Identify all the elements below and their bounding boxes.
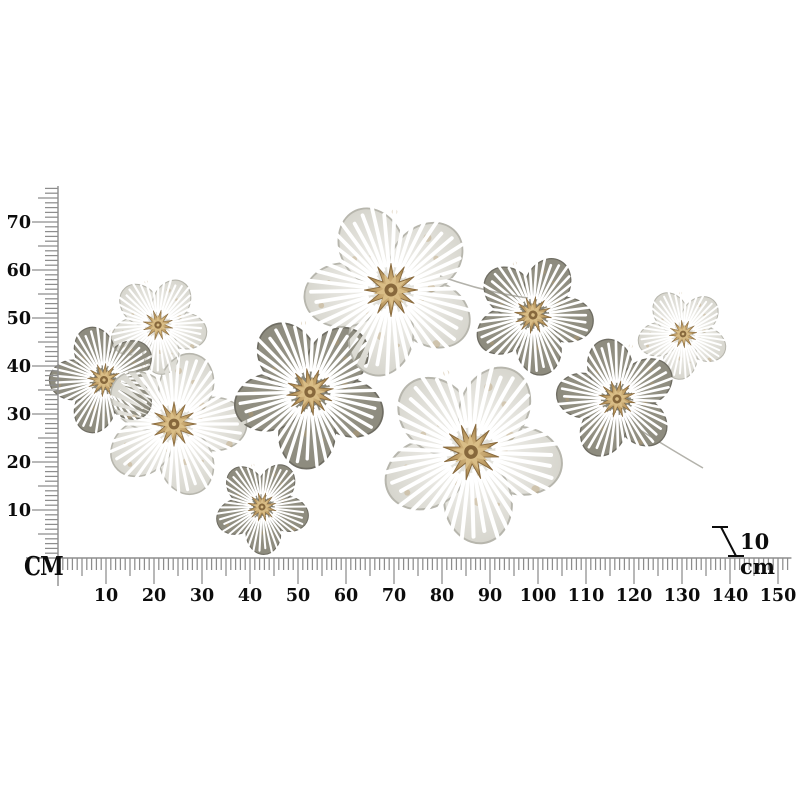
flower-white-top-center-large [303,207,471,377]
vertical-ruler-label: 50 [7,309,31,329]
horizontal-ruler-label: 50 [286,586,310,606]
flower-white-left-large [110,352,248,496]
vertical-ruler-label: 30 [7,405,31,425]
flower-gold-center [142,309,174,341]
flower-grey-center [234,320,384,470]
flower-gold-center [87,363,121,397]
flower-gold-center [286,368,334,416]
scale-indicator-mark [712,526,744,557]
horizontal-ruler-label: 80 [430,586,454,606]
flower-petals [303,207,471,377]
horizontal-ruler-label: 90 [478,586,502,606]
vertical-ruler-label: 60 [7,261,31,281]
rulers: 10 20 30 40 50 60 70 10 20 30 40 50 60 70 80 90 100 110 12… [7,186,797,606]
flower-gold-center [363,262,419,318]
horizontal-ruler-label: 130 [664,586,701,606]
flower-petals [476,258,594,376]
flower-white-far-right [637,291,727,380]
flower-white-top-left [110,279,208,375]
horizontal-ruler-label: 150 [760,586,797,606]
horizontal-ruler-label: 60 [334,586,358,606]
vertical-ruler-label: 70 [7,213,31,233]
flower-grey-bottom-small [216,463,309,555]
vertical-ruler-label: 20 [7,453,31,473]
flower-petals [384,366,563,545]
horizontal-ruler-label: 40 [238,586,262,606]
vertical-ruler-label: 40 [7,357,31,377]
vertical-ruler: 10 20 30 40 50 60 70 [7,186,59,586]
flower-gold-center [151,401,197,447]
flower-grey-right [555,338,673,457]
scale-length-label: 10 cm [740,529,776,579]
horizontal-ruler-label: 10 [94,586,118,606]
flower-gold-center [598,380,636,418]
flower-grey-top-right [476,258,594,376]
horizontal-ruler: 10 20 30 40 50 60 70 80 90 100 110 120 130 140 150 [26,557,797,606]
horizontal-ruler-label: 120 [616,586,653,606]
flower-artwork [48,207,727,555]
flower-petals [110,279,208,375]
horizontal-ruler-label: 30 [190,586,214,606]
horizontal-ruler-label: 140 [712,586,749,606]
flower-gold-center [442,423,500,481]
flower-gold-center [668,319,698,349]
horizontal-ruler-label: 20 [142,586,166,606]
flower-gold-center [514,296,552,334]
horizontal-ruler-label: 70 [382,586,406,606]
vertical-ruler-label: 10 [7,501,31,521]
flower-gold-center [247,492,277,522]
cm-unit-label: CM [24,552,64,582]
flower-white-bottom-large [384,366,563,545]
horizontal-ruler-label: 110 [568,586,605,606]
horizontal-ruler-label: 100 [520,586,557,606]
